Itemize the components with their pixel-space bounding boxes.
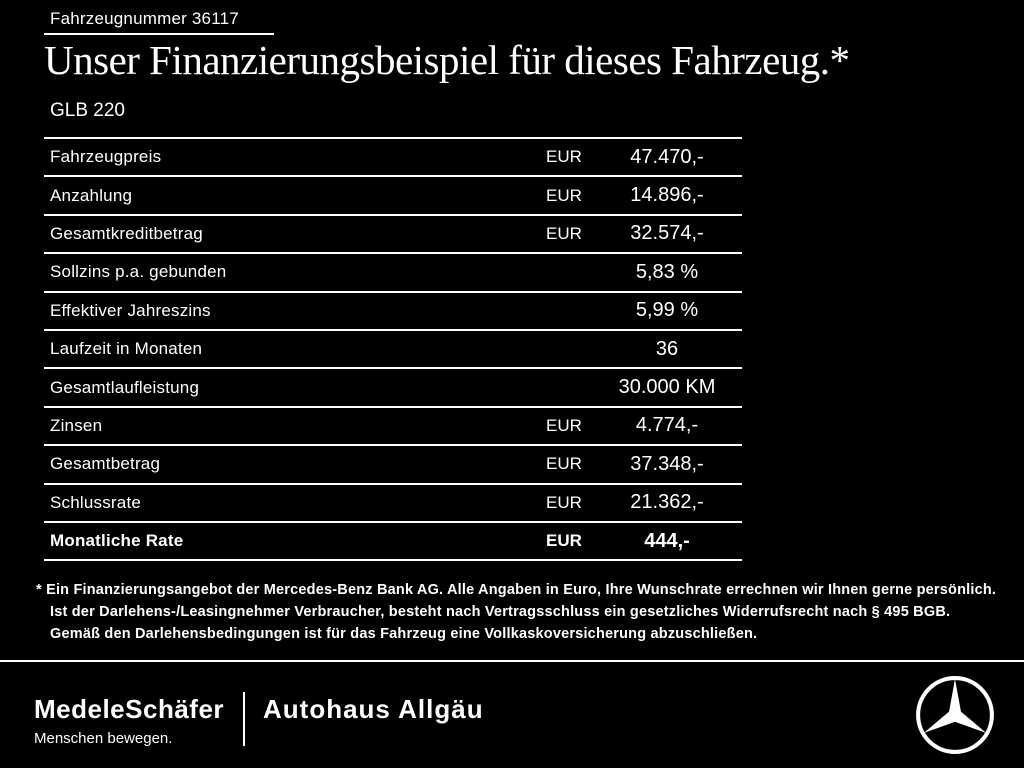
page-title: Unser Finanzierungsbeispiel für dieses F… (44, 37, 850, 83)
table-row: Gesamtlaufleistung 30.000 KM (44, 369, 742, 408)
vehicle-model: GLB 220 (50, 100, 125, 121)
row-label: Gesamtkreditbetrag (50, 223, 203, 243)
footer-divider-line (0, 660, 1024, 662)
row-currency: EUR (546, 223, 582, 243)
table-row: Anzahlung EUR 14.896,- (44, 177, 742, 216)
row-value: 30.000 KM (618, 376, 716, 399)
row-currency: EUR (546, 531, 582, 551)
table-row: Sollzins p.a. gebunden 5,83 % (44, 254, 742, 293)
row-label: Gesamtbetrag (50, 454, 161, 474)
row-label: Sollzins p.a. gebunden (50, 262, 227, 282)
row-currency: EUR (546, 454, 582, 474)
row-value: 37.348,- (630, 452, 704, 475)
mercedes-star-icon (914, 674, 996, 756)
row-label: Laufzeit in Monaten (50, 339, 203, 359)
vehicle-number: Fahrzeugnummer 36117 (50, 9, 239, 28)
row-currency: EUR (546, 415, 582, 435)
dealer-tagline: Menschen bewegen. (34, 730, 173, 747)
table-row-monthly-rate: Monatliche Rate EUR 444,- (44, 523, 742, 562)
table-row: Gesamtkreditbetrag EUR 32.574,- (44, 216, 742, 255)
legal-footnote: * Ein Finanzierungsangebot der Mercedes-… (36, 582, 997, 642)
row-label: Fahrzeugpreis (50, 147, 162, 167)
row-currency: EUR (546, 147, 582, 167)
row-label: Monatliche Rate (50, 531, 184, 551)
table-row: Laufzeit in Monaten 36 (44, 331, 742, 370)
row-value: 444,- (644, 529, 690, 552)
row-currency: EUR (546, 185, 582, 205)
table-row: Schlussrate EUR 21.362,- (44, 485, 742, 523)
row-value: 21.362,- (630, 491, 704, 514)
vehicle-number-underline (44, 33, 274, 35)
row-label: Effektiver Jahreszins (50, 300, 211, 320)
dealer-logo-autohaus-allgaeu: Autohaus Allgäu (263, 694, 484, 724)
row-currency: EUR (546, 492, 582, 512)
row-value: 4.774,- (635, 414, 699, 437)
row-label: Schlussrate (50, 492, 142, 512)
row-value: 5,83 % (635, 260, 699, 283)
table-row: Zinsen EUR 4.774,- (44, 408, 742, 447)
table-row: Effektiver Jahreszins 5,99 % (44, 293, 742, 331)
finance-table: Fahrzeugpreis EUR 47.470,- Anzahlung EUR… (44, 137, 742, 562)
footer-vertical-divider (243, 692, 245, 746)
row-label: Zinsen (50, 415, 103, 435)
row-label: Anzahlung (50, 185, 133, 205)
row-value: 32.574,- (630, 222, 704, 245)
table-row: Fahrzeugpreis EUR 47.470,- (44, 139, 742, 178)
row-value: 14.896,- (630, 184, 704, 207)
table-row: Gesamtbetrag EUR 37.348,- (44, 446, 742, 485)
row-value: 5,99 % (635, 299, 699, 322)
dealer-logo-medeleschaefer: MedeleSchäfer (34, 694, 225, 724)
row-value: 47.470,- (630, 145, 704, 168)
row-label: Gesamtlaufleistung (50, 377, 200, 397)
row-value: 36 (655, 337, 679, 360)
